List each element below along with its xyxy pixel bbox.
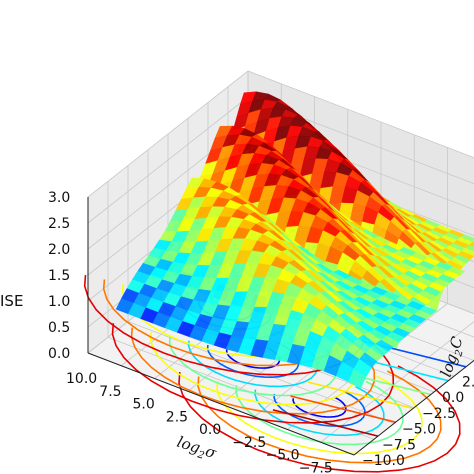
z-tick-label: 0.0 [48, 346, 70, 362]
contour-line [307, 381, 414, 410]
contour-line [178, 365, 461, 473]
z-tick-label: 1.5 [48, 268, 70, 284]
contour-line [235, 380, 404, 446]
z-tick-label: 2.5 [48, 216, 70, 232]
x-tick-label: 10.0 [66, 371, 97, 387]
y-tick-label: −5.0 [402, 422, 436, 438]
y-tick-label: −10.0 [362, 453, 405, 469]
z-tick-label: 2.0 [48, 242, 70, 258]
contour-line [272, 409, 379, 437]
x-tick-label: 7.5 [99, 384, 121, 400]
y-tick-label: −2.5 [422, 406, 456, 422]
grid-line-y [127, 321, 395, 424]
y-tick-label: −7.5 [382, 437, 416, 453]
x-tick-label: −7.5 [299, 460, 333, 474]
axis-lines [87, 197, 474, 456]
contour-line [292, 396, 347, 418]
z-tick-label: 1.0 [48, 294, 70, 310]
surface-patch [468, 241, 474, 248]
grid-line-z [87, 70, 474, 198]
y-tick-label: 0.0 [442, 390, 464, 406]
contour-line [111, 316, 395, 424]
z-axis-label: ISE [0, 292, 23, 310]
x-tick-label: −2.5 [232, 435, 266, 451]
x-tick-label: 5.0 [133, 397, 155, 413]
surface-patch [348, 368, 367, 389]
contour-line [197, 370, 442, 464]
x-tick-label: −5.0 [266, 448, 300, 464]
contour-line [254, 385, 385, 437]
x-tick-label: 0.0 [199, 422, 221, 438]
tick-labels: 10.07.55.02.50.0−2.5−5.0−7.5−10.010.07.5… [48, 190, 474, 474]
x-tick-label: 2.5 [166, 409, 188, 425]
surface-patch [464, 244, 474, 252]
z-tick-label: 3.0 [48, 190, 70, 206]
y-axis-line [353, 359, 474, 456]
y-tick-label: 2.5 [462, 374, 474, 390]
x-axis-line [87, 352, 355, 456]
contour-line [290, 395, 396, 423]
surface-mesh [115, 91, 474, 389]
z-tick-label: 0.5 [48, 320, 70, 336]
